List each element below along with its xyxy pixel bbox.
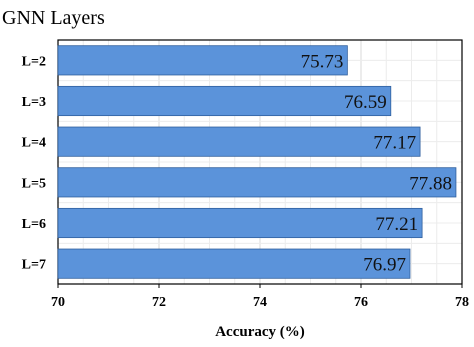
bar [57,207,423,239]
bar-value-label: 77.21 [375,214,418,235]
x-tick-label: 70 [51,295,65,310]
x-tick-label: 78 [455,295,469,310]
x-tick-label: 76 [354,295,368,310]
bar [57,248,411,279]
bar [57,126,421,157]
category-label: L=3 [22,95,46,110]
category-labels: L=2 L=3 L=4 L=5 L=6 L=7 [22,54,46,272]
x-tick-label: 72 [152,295,166,310]
bar-value-label: 76.59 [344,92,387,113]
category-label: L=6 [22,217,46,232]
bar [57,85,392,117]
category-label: L=4 [22,136,46,151]
bar-value-label: 77.17 [373,133,416,154]
bar-value-label: 76.97 [363,255,406,276]
bar-value-label: 75.73 [301,51,344,72]
x-axis-label: Accuracy (%) [215,324,305,340]
bar [57,45,348,76]
x-tick-label: 74 [253,295,267,310]
category-label: L=7 [22,258,46,273]
chart-title: GNN Layers [2,7,105,29]
grid [57,39,463,285]
x-ticks: 70 72 74 76 78 [51,284,469,310]
category-label: L=5 [22,176,46,191]
category-label: L=2 [22,54,46,69]
bar-value-label: 77.88 [409,173,452,194]
bar [57,167,457,198]
